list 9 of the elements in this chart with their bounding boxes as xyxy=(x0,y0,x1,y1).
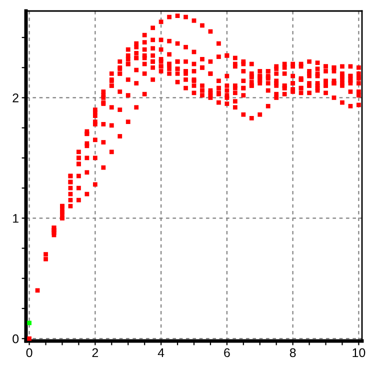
y-tick-label: 2 xyxy=(12,94,18,102)
x-tick-label: 10 xyxy=(352,348,366,358)
x-tick-label: 0 xyxy=(26,348,32,358)
y-tick-label: 0 xyxy=(12,334,19,344)
x-tick-label: 2 xyxy=(92,348,98,358)
y-tick-label: 1 xyxy=(13,214,18,223)
x-tick-label: 6 xyxy=(224,348,230,358)
x-tick-label: 8 xyxy=(290,348,296,358)
x-tick-label: 4 xyxy=(158,348,164,358)
